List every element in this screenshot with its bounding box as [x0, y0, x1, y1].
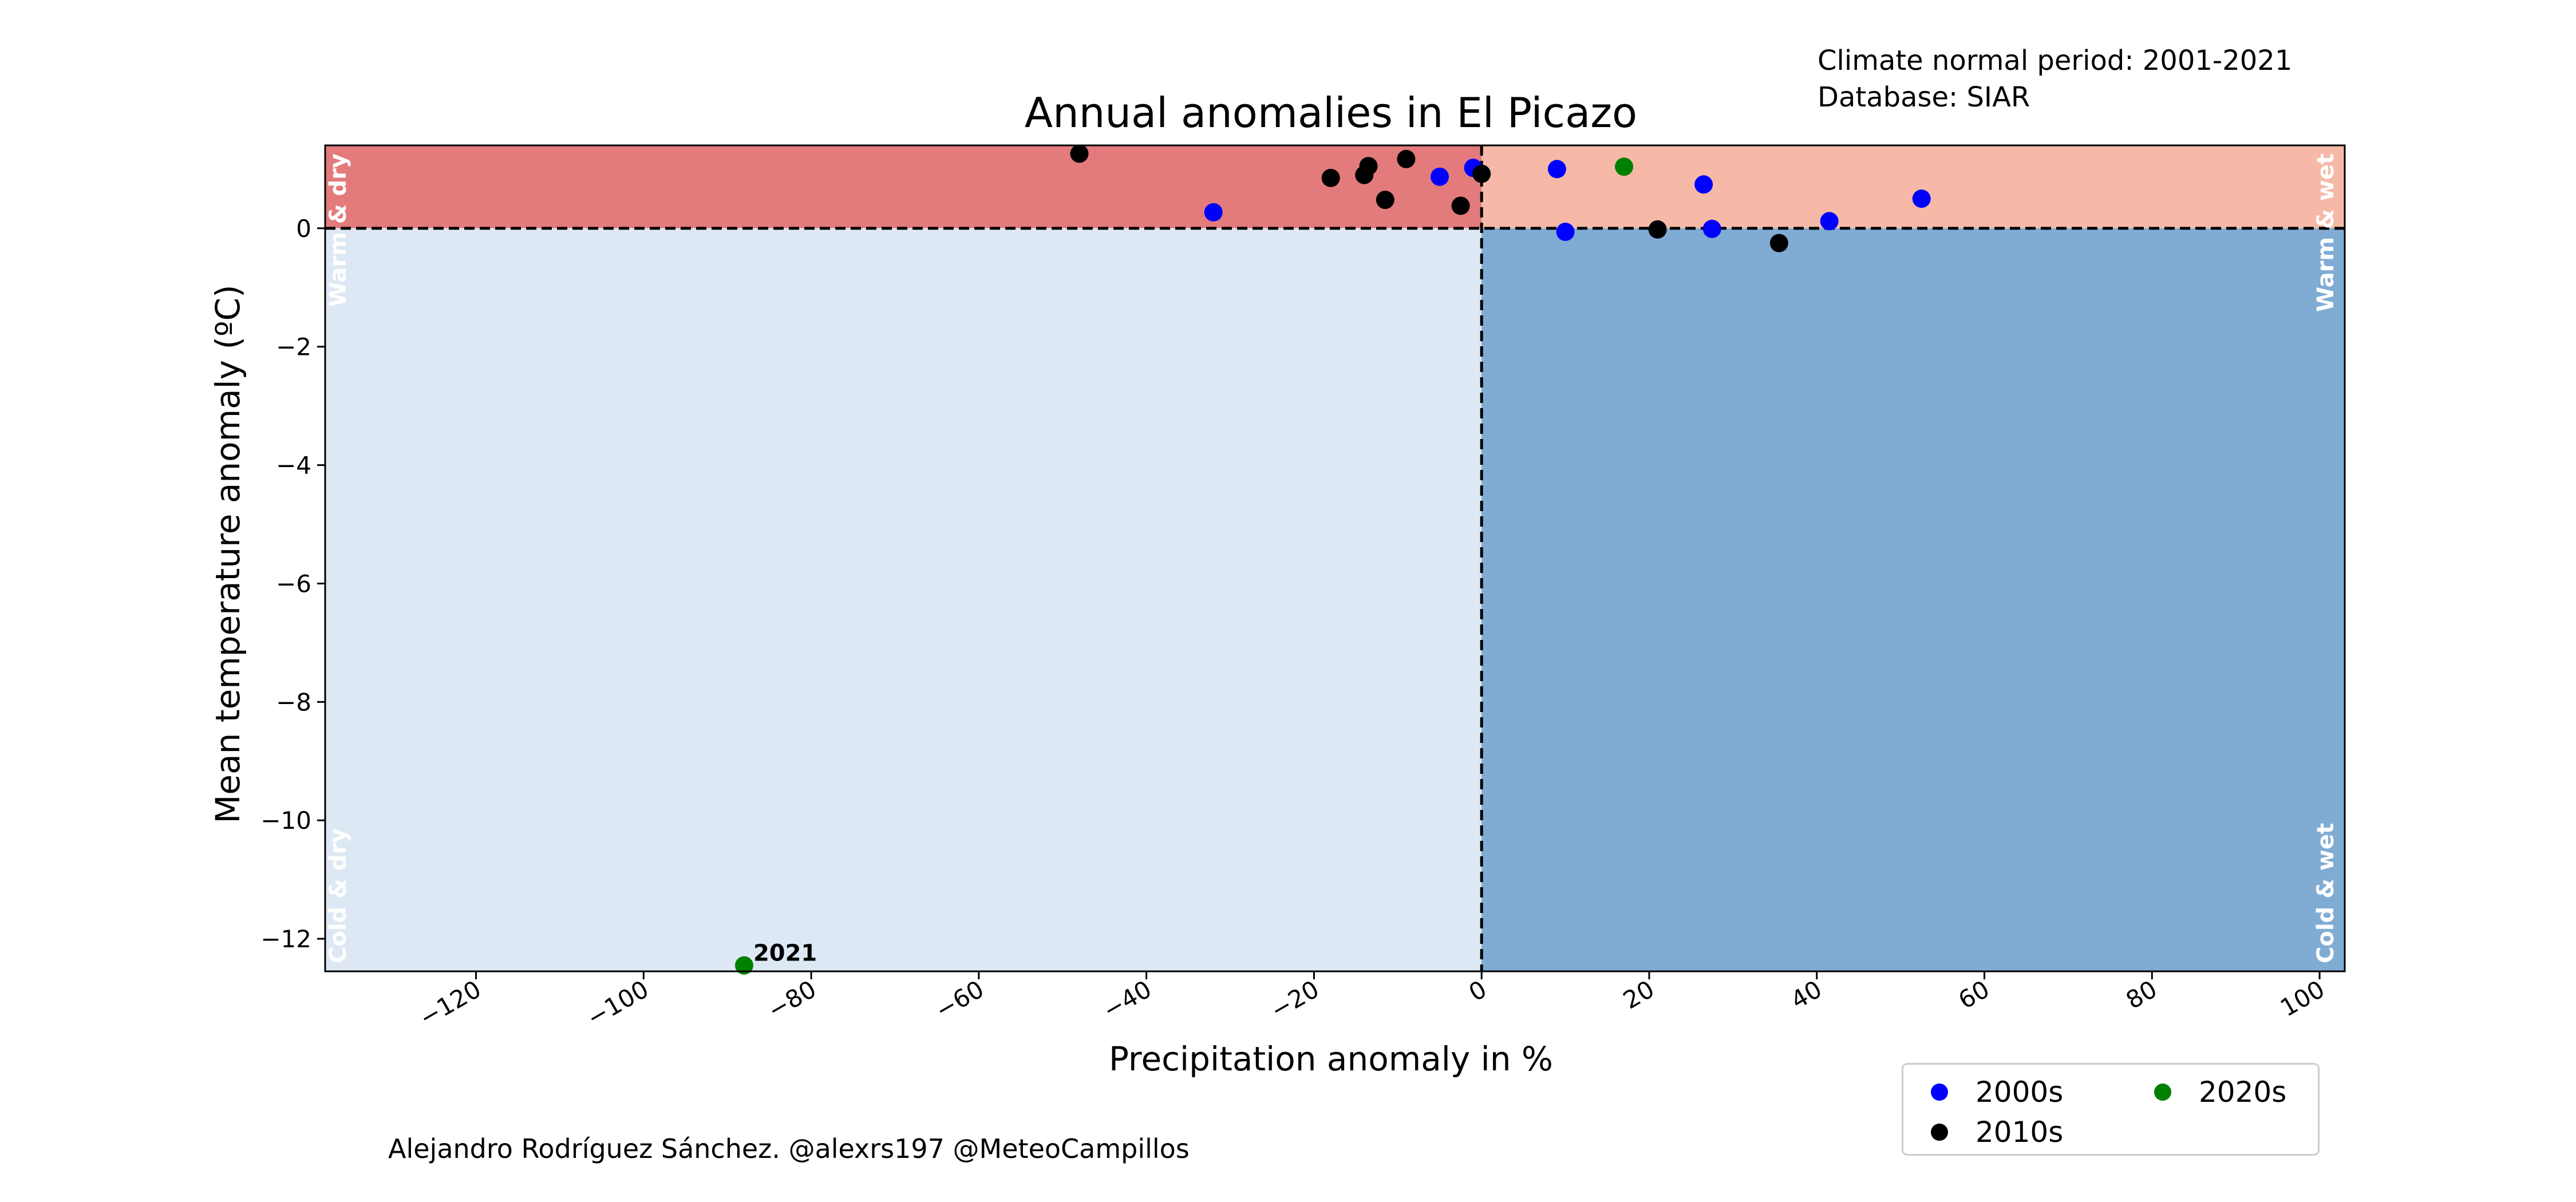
quadrant-label-warm-and-wet: Warm & wet: [2313, 153, 2339, 312]
point-2010s-3: [1359, 157, 1378, 176]
point-2010s-6: [1451, 196, 1470, 215]
quadrant-backgrounds: [325, 145, 2345, 972]
legend-item-2000s: 2000s: [1931, 1075, 2063, 1109]
y-tick-label: −10: [260, 806, 311, 835]
x-tick-label: −20: [1266, 975, 1323, 1025]
x-tick-label: −80: [763, 975, 821, 1025]
quadrant-label-cold-and-wet: Cold & wet: [2313, 823, 2339, 963]
point-2010s-5: [1397, 149, 1416, 168]
quadrant-label-warm-and-dry: Warm & dry: [325, 153, 351, 307]
x-axis-label: Precipitation anomaly in %: [1109, 1039, 1553, 1078]
quadrant-cold-and-dry: [325, 228, 1482, 972]
point-2000s-4: [1556, 223, 1575, 242]
legend: 2000s 2010s 2020s: [1902, 1063, 2320, 1156]
quadrant-warm-and-dry: [325, 145, 1482, 228]
point-2000s-3: [1547, 160, 1566, 179]
point-2000s-7: [1820, 212, 1839, 231]
quadrant-labels: Warm & dry Warm & wet Cold & dry Cold & wet: [325, 153, 2339, 963]
legend-label-2000s: 2000s: [1976, 1076, 2064, 1109]
x-tick-label: −120: [414, 975, 485, 1032]
y-tick-label: −4: [276, 452, 311, 480]
database-note: Database: SIAR: [1818, 81, 2030, 113]
legend-item-2010s: 2010s: [1931, 1115, 2063, 1149]
x-axis-ticks: −120 −100 −80 −60 −40 −20 0 20 40 60 80 100: [414, 971, 2329, 1032]
x-tick-label: 20: [1618, 975, 1659, 1014]
legend-marker-2010s: [1931, 1124, 1948, 1141]
quadrant-cold-and-wet: [1481, 228, 2345, 972]
y-tick-label: 0: [296, 215, 311, 243]
point-2010s-7: [1472, 164, 1491, 183]
point-2010s-4: [1376, 191, 1394, 209]
point-2010s-1: [1321, 168, 1340, 187]
plot-frame: [324, 144, 2346, 972]
y-tick-label: −2: [276, 333, 311, 361]
x-tick-label: −100: [582, 975, 653, 1032]
normal-period-note: Climate normal period: 2001-2021: [1818, 45, 2293, 77]
legend-marker-2000s: [1931, 1084, 1948, 1101]
x-tick-label: 40: [1786, 975, 1827, 1014]
author-credit: Alejandro Rodríguez Sánchez. @alexrs197 …: [388, 1133, 1190, 1164]
y-tick-label: −6: [276, 570, 311, 598]
point-2010s-8: [1648, 220, 1667, 239]
data-points: 2021: [734, 144, 1931, 975]
quadrant-warm-and-wet: [1481, 145, 2345, 228]
y-tick-label: −12: [260, 925, 311, 953]
legend-label-2020s: 2020s: [2199, 1076, 2287, 1109]
quadrant-label-cold-and-dry: Cold & dry: [325, 828, 351, 963]
zero-reference-lines: [325, 145, 2345, 971]
y-tick-label: −8: [276, 688, 311, 716]
point-2000s-8: [1912, 189, 1931, 208]
point-2020s-0: [1615, 157, 1634, 176]
point-2000s-0: [1204, 203, 1223, 222]
point-annotation-2021: 2021: [753, 940, 817, 967]
legend-marker-2020s: [2154, 1084, 2171, 1101]
chart-title: Annual anomalies in El Picazo: [1025, 89, 1637, 137]
point-2020s-1: [734, 956, 753, 975]
y-axis-label: Mean temperature anomaly (ºC): [208, 284, 247, 823]
point-2000s-1: [1430, 167, 1449, 186]
x-tick-label: 0: [1464, 975, 1492, 1007]
point-2010s-9: [1769, 234, 1788, 252]
y-axis-ticks: 0 −2 −4 −6 −8 −10 −12: [260, 215, 325, 953]
legend-label-2010s: 2010s: [1976, 1116, 2064, 1149]
point-2000s-6: [1702, 219, 1721, 238]
legend-item-2020s: 2020s: [2154, 1075, 2286, 1109]
point-2010s-0: [1070, 144, 1089, 163]
x-tick-label: 60: [1954, 975, 1994, 1014]
x-tick-label: 80: [2121, 975, 2162, 1014]
x-tick-label: −40: [1098, 975, 1156, 1025]
point-2000s-5: [1694, 175, 1713, 194]
x-tick-label: −60: [931, 975, 989, 1025]
x-tick-label: 100: [2275, 975, 2329, 1022]
